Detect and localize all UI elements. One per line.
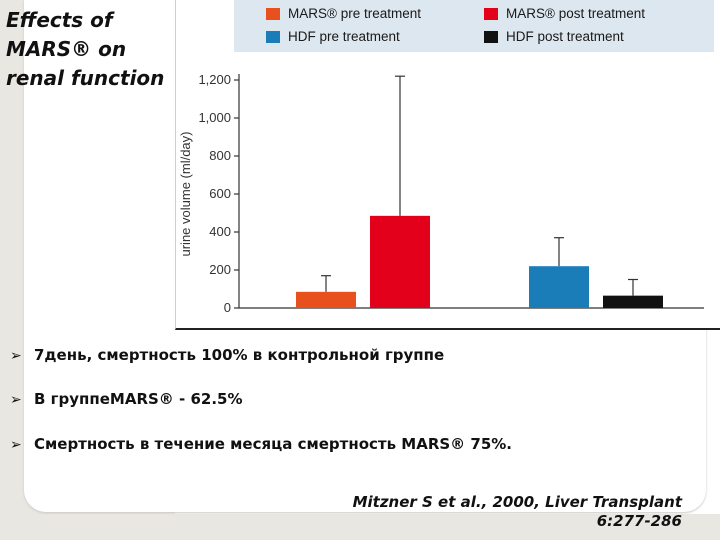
bullet-item: ➢ В группеMARS® - 62.5% xyxy=(10,390,243,408)
y-tick-label: 200 xyxy=(209,262,231,277)
legend-label: MARS® post treatment xyxy=(506,6,645,21)
arrow-bullet-icon: ➢ xyxy=(10,392,22,408)
bar-3 xyxy=(603,295,663,308)
bullet-item: ➢ 7день, смертность 100% в контрольной гр… xyxy=(10,346,444,364)
bullet-text: Смертность в течение месяца смертность M… xyxy=(34,435,513,453)
y-tick-label: 1,200 xyxy=(198,72,231,87)
legend-swatch xyxy=(484,30,498,43)
legend-item-hdf-post: HDF post treatment xyxy=(484,29,624,44)
y-tick-label: 800 xyxy=(209,148,231,163)
citation-line-2: 6:277-286 xyxy=(596,512,682,530)
legend-item-mars-post: MARS® post treatment xyxy=(484,6,645,21)
bottom-background-band xyxy=(0,514,720,540)
bar-2 xyxy=(529,266,589,308)
y-tick-label: 600 xyxy=(209,186,231,201)
y-tick-label: 400 xyxy=(209,224,231,239)
legend-item-mars-pre: MARS® pre treatment xyxy=(266,6,421,21)
legend-swatch xyxy=(266,30,280,43)
bullet-item: ➢ Смертность в течение месяца смертность … xyxy=(10,435,512,453)
bullet-text: 7день, смертность 100% в контрольной гру… xyxy=(34,346,445,364)
legend-swatch xyxy=(266,7,280,20)
bullet-text: В группеMARS® - 62.5% xyxy=(34,390,243,408)
legend-item-hdf-pre: HDF pre treatment xyxy=(266,29,400,44)
y-tick-label: 1,000 xyxy=(198,110,231,125)
legend-label: MARS® pre treatment xyxy=(288,6,421,21)
arrow-bullet-icon: ➢ xyxy=(10,348,22,364)
bar-chart: 0 200 400 600 800 1,000 1,200 urine volume (ml/… xyxy=(178,72,704,315)
citation-line-1: Mitzner S et al., 2000, Liver Transplant xyxy=(352,493,682,511)
y-tick-label: 0 xyxy=(224,300,231,315)
slide-title: Effects of MARS® on renal function xyxy=(6,8,165,90)
legend-label: HDF pre treatment xyxy=(288,29,400,44)
legend-label: HDF post treatment xyxy=(506,29,624,44)
chart-legend: MARS® pre treatment MARS® post treatment… xyxy=(234,0,714,52)
chart-panel: MARS® pre treatment MARS® post treatment… xyxy=(175,0,720,330)
arrow-bullet-icon: ➢ xyxy=(10,437,22,453)
bar-1 xyxy=(370,215,430,308)
y-axis-label: urine volume (ml/day) xyxy=(178,132,193,257)
bar-0 xyxy=(296,291,356,308)
citation: Mitzner S et al., 2000, Liver Transplant… xyxy=(353,493,682,531)
legend-swatch xyxy=(484,7,498,20)
